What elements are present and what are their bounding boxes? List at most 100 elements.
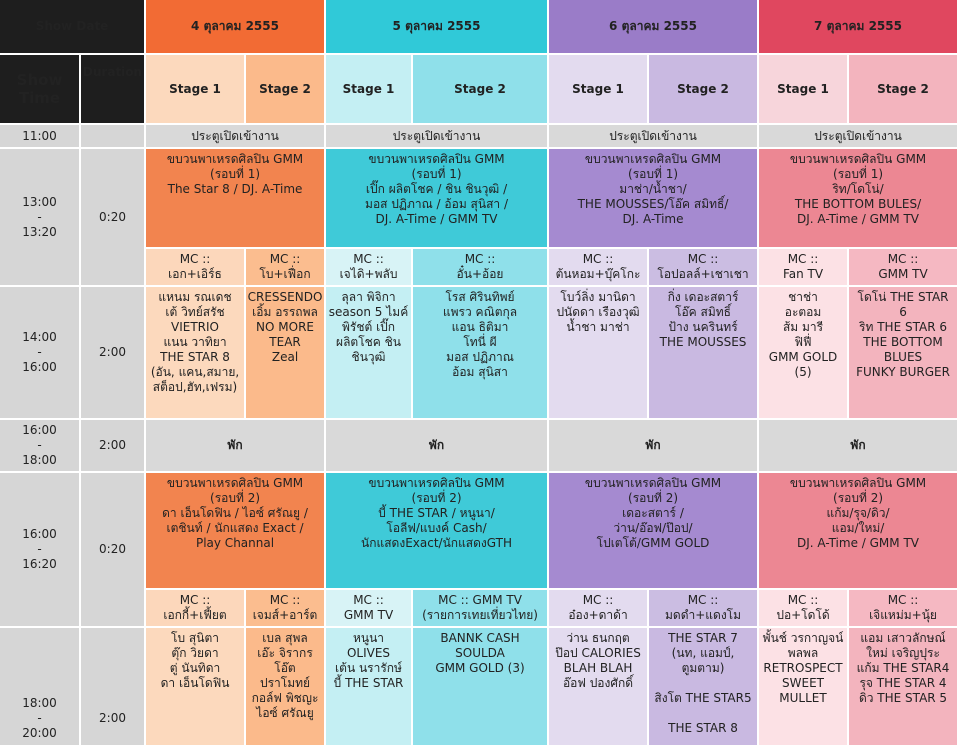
- time-1100: 11:00: [0, 125, 79, 147]
- artist-line: MULLET: [779, 691, 827, 705]
- artist-line: SWEET: [782, 676, 824, 690]
- parade-line: (รอบที่ 1): [628, 167, 679, 181]
- artist-line: ตูมตาม): [681, 661, 725, 675]
- artist-line: โทนี่ ผี: [463, 335, 497, 349]
- mc-day3-stage2: MC :: โอปอลล์+เชาเชา: [649, 249, 758, 285]
- show-date-header: Show Date: [0, 0, 145, 53]
- parade-line: มาช่า/น้ำชา/: [619, 182, 687, 196]
- artist-line: โดโน่ THE STAR: [857, 290, 949, 304]
- artist-line: ไอซ์ ศรัณยู: [256, 706, 314, 720]
- artist-line: น้ำชา มาช่า: [566, 320, 630, 334]
- artist-line: รุจ THE STAR 4: [859, 676, 947, 690]
- parade-line: Play Channal: [195, 536, 275, 550]
- mc-day1-stage1: MC :: เอก+เอิร์ธ: [146, 249, 245, 285]
- artist-line: สต็อป,ฮัท,เฟรม): [152, 380, 238, 394]
- mc-name: เอก+เอิร์ธ: [168, 267, 222, 281]
- artist-line: FUNKY BURGER: [856, 365, 950, 379]
- mc-day4-stage2: MC :: GMM TV: [849, 249, 958, 285]
- parade-round2-day-1: ขบวนพาเหรดศิลปิน GMM (รอบที่ 2) ดา เอ็นโ…: [146, 473, 325, 588]
- time-1620-dash: -: [37, 542, 42, 556]
- time-1400: 14:00 - 16:00: [0, 287, 79, 418]
- artist-line: โบว์ลิ่ง มานิดา: [560, 290, 636, 304]
- artist-line: ตู่ นันทิดา: [169, 661, 221, 675]
- lineup-day2-stage1: ลุลา พิจิกา season 5 ไมค์ พิรัชต์ เปิ๊ก …: [326, 287, 412, 418]
- mc-label: MC ::: [179, 252, 211, 266]
- stage2-day-2: Stage 2: [413, 55, 548, 123]
- lineup-day3-stage1: โบว์ลิ่ง มานิดา ปนัดดา เรืองวุฒิ น้ำชา ม…: [549, 287, 648, 418]
- parade-line: DJ. A-Time / GMM TV: [797, 212, 919, 226]
- artist-line: ใหม่ เจริญปุระ: [866, 646, 940, 660]
- mc-day4-stage1: MC :: ปอ+โดโด้: [759, 590, 848, 626]
- parade-line: (รอบที่ 1): [833, 167, 884, 181]
- time-1400-start: 14:00: [22, 330, 57, 344]
- artist-line: THE STAR 8: [160, 350, 230, 364]
- artist-line: ป้าง นครินทร์: [668, 320, 738, 334]
- mc-day3-stage2: MC :: มดดำ+แดงโม: [649, 590, 758, 626]
- artist-line: ว่าน ธนกฤต: [566, 631, 630, 645]
- mc-name: โบ+เฟื่อก: [259, 267, 311, 281]
- parade-line: โอลีฟ/แบงค์ Cash/: [386, 521, 487, 535]
- artist-line: TEAR: [269, 335, 301, 349]
- parade-line: ขบวนพาเหรดศิลปิน GMM: [166, 476, 304, 490]
- time-1620: 16:00 - 16:20: [0, 473, 79, 626]
- mc-name: ปอ+โดโด้: [776, 608, 830, 622]
- time-1300-end: 13:20: [22, 224, 57, 239]
- lineup-day4-stage2: แอม เสาวลักษณ์ ใหม่ เจริญปุระ แก้ม THE S…: [849, 628, 958, 745]
- artist-line: ฟิฟี่: [794, 335, 812, 349]
- mc-label: MC ::: [179, 593, 211, 607]
- parade-line: DJ. A-Time / GMM TV: [375, 212, 498, 226]
- mc-day3-stage1: MC :: ต้นหอม+บุ๊คโกะ: [549, 249, 648, 285]
- parade-line: (รอบที่ 2): [833, 491, 884, 505]
- artist-line: THE STAR 7: [668, 631, 738, 645]
- stage1-day-3: Stage 1: [549, 55, 648, 123]
- mc-name: เจไดิ+พลับ: [339, 267, 398, 281]
- break-day-2: พัก: [326, 420, 548, 471]
- artist-line: CRESSENDO: [247, 290, 323, 304]
- mc-day1-stage2: MC :: โบ+เฟื่อก: [246, 249, 325, 285]
- artist-line: แนน วาทิยา: [163, 335, 227, 349]
- lineup-day3-stage2: THE STAR 7 (นท, แอมป์, ตูมตาม) สิงโต THE…: [649, 628, 758, 745]
- parade-line: DJ. A-Time: [622, 212, 684, 226]
- time-1800: 18:00 - 20:00: [0, 628, 79, 745]
- artist-line: RETROSPECT: [763, 661, 843, 675]
- duration-1800: 2:00: [81, 628, 145, 745]
- mc-label: MC ::: [353, 252, 384, 266]
- mc-day1-stage2: MC :: เจมส์+อาร์ต: [246, 590, 325, 626]
- mc-name: เจิแหม่ม+นุ้ย: [869, 608, 937, 622]
- show-time-header: Show Time: [0, 55, 79, 123]
- artist-line: ปนัดดา เรืองวุฒิ: [556, 305, 640, 319]
- parade-round1-day-1: ขบวนพาเหรดศิลปิน GMM (รอบที่ 1) The Star…: [146, 149, 325, 247]
- parade-line: (รอบที่ 2): [411, 491, 462, 505]
- artist-line: เต้น นรารักษ์: [335, 661, 402, 675]
- lineup-day1-stage2: CRESSENDO เอิ้ม อรรถพล NO MORE TEAR Zeal: [246, 287, 325, 418]
- stage1-day-4: Stage 1: [759, 55, 848, 123]
- lineup-day1-stage1: โบ สุนิตา ตุ๊ก วิยดา ตู่ นันทิดา ดา เอ็น…: [146, 628, 245, 745]
- duration-1620: 0:20: [81, 473, 145, 626]
- artist-line: ตุ๊ก วิยดา: [171, 646, 219, 660]
- mc-label: MC ::: [464, 252, 496, 266]
- duration-1300: 0:20: [81, 149, 145, 285]
- artist-line: พลพล: [787, 646, 819, 660]
- stage2-day-3: Stage 2: [649, 55, 758, 123]
- artist-line: ผลิตโชค ชิน: [336, 335, 401, 349]
- artist-line: [649, 706, 757, 721]
- stage1-day-1: Stage 1: [146, 55, 245, 123]
- artist-line: ลุลา พิจิกา: [341, 290, 396, 304]
- parade-line: มอส ปฏิภาณ / อ้อม สุนิสา /: [365, 197, 508, 211]
- mc-name: GMM TV: [878, 267, 928, 281]
- mc-name: GMM TV: [343, 608, 394, 622]
- artist-line: season 5 ไมค์: [328, 305, 409, 319]
- parade-line: (รอบที่ 2): [210, 491, 261, 505]
- artist-line: หนูนา: [352, 631, 385, 645]
- artist-line: เบล สุพล: [262, 631, 308, 645]
- artist-line: มอส ปฏิภาณ: [446, 350, 514, 364]
- stage1-day-2: Stage 1: [326, 55, 412, 123]
- date-day-1: 4 ตุลาคม 2555: [146, 0, 325, 53]
- artist-line: โรส ศิรินทิพย์: [445, 290, 515, 304]
- artist-line: BLAH BLAH: [563, 661, 633, 675]
- lineup-day4-stage1: พั้นช์ วรกาญจน์ พลพล RETROSPECT SWEET MU…: [759, 628, 848, 745]
- mc-day2-stage1: MC :: เจไดิ+พลับ: [326, 249, 412, 285]
- mc-name: อ๋อง+ดาด้า: [568, 608, 628, 622]
- artist-line: ริท THE STAR 6: [859, 320, 947, 334]
- date-day-4: 7 ตุลาคม 2555: [759, 0, 958, 53]
